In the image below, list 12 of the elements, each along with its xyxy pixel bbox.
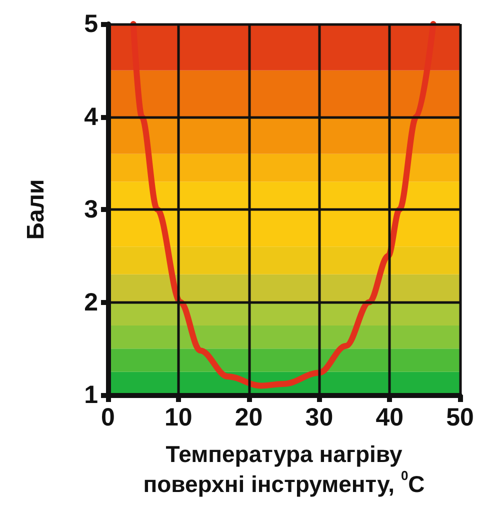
x-tick-label: 40 [376,404,404,432]
x-tick-label: 0 [101,404,115,432]
x-tick-label: 10 [164,404,192,432]
x-tick-label: 30 [305,404,334,432]
y-tick-label: 2 [84,288,98,316]
y-tick-label: 3 [84,196,98,224]
y-tick-label: 5 [84,10,98,38]
x-tick-label: 50 [446,404,474,432]
y-axis-title: Бали [22,179,50,240]
x-tick-label: 20 [234,404,263,432]
y-tick-label: 4 [84,102,98,131]
y-tick-label: 1 [84,381,98,409]
